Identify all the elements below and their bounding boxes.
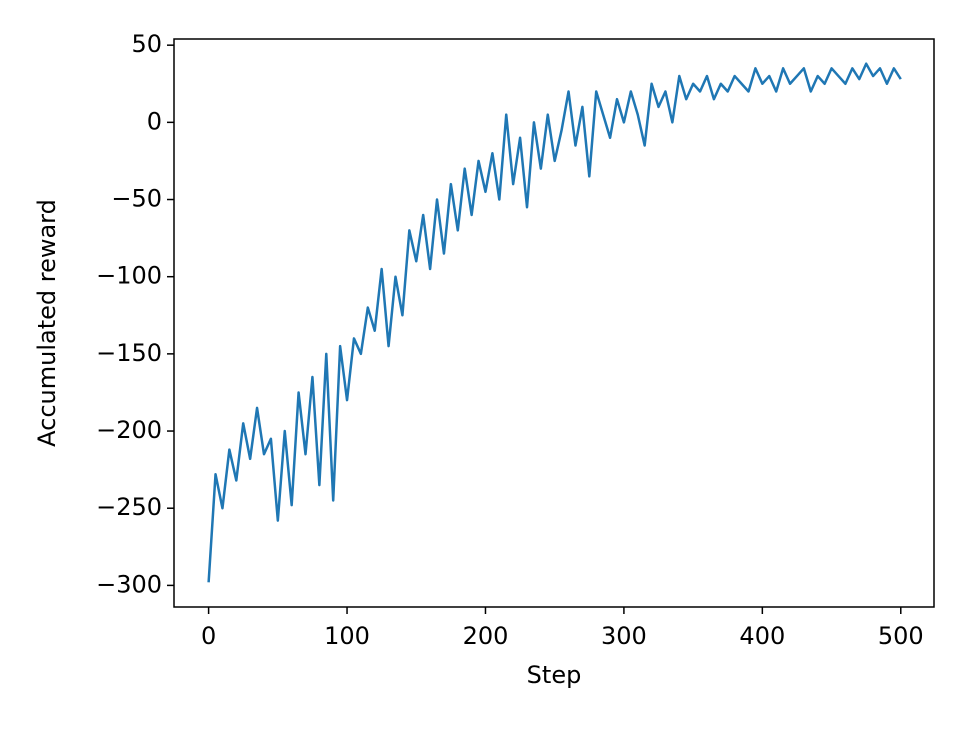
y-tick-label: −200	[96, 416, 162, 444]
y-tick-label: −50	[111, 185, 162, 213]
y-tick-label: −300	[96, 570, 162, 598]
y-tick-label: 50	[131, 30, 162, 58]
plot-frame	[173, 38, 935, 608]
x-tick-label: 0	[201, 622, 216, 650]
x-tick-label: 500	[878, 622, 924, 650]
x-tick-label: 100	[324, 622, 370, 650]
y-tick-label: −250	[96, 493, 162, 521]
y-tick-label: −100	[96, 262, 162, 290]
x-tick-label: 300	[601, 622, 647, 650]
x-axis-label: Step	[527, 661, 582, 689]
y-tick-label: −150	[96, 339, 162, 367]
y-axis-label: Accumulated reward	[33, 199, 61, 447]
x-tick-label: 200	[463, 622, 509, 650]
y-tick-label: 0	[147, 107, 162, 135]
x-tick-label: 400	[739, 622, 785, 650]
data-line	[207, 62, 902, 583]
